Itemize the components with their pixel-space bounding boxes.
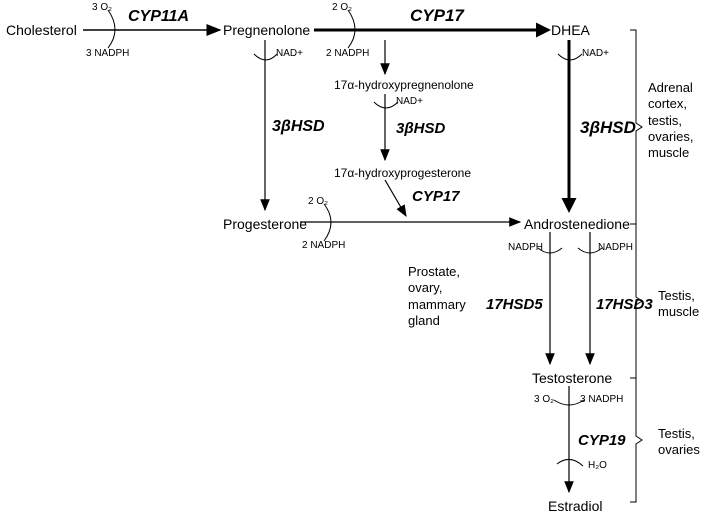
enzyme-cyp17-mid: CYP17 xyxy=(412,188,460,205)
node-estradiol: Estradiol xyxy=(548,498,602,514)
tissue-adrenal-group: Adrenalcortex,testis,ovaries,muscle xyxy=(648,80,694,161)
enzyme-cyp17-top: CYP17 xyxy=(410,6,464,26)
enzyme-3bhsd-mid: 3βHSD xyxy=(396,120,445,137)
curve-c10 xyxy=(557,459,583,466)
node-17a-oh-progesterone: 17α-hydroxyprogesterone xyxy=(334,166,471,180)
cof-2nadph-a: 2 NADPH xyxy=(326,48,369,59)
cof-nadph-r: NADPH xyxy=(598,242,633,253)
cof-3nadph-top: 3 NADPH xyxy=(86,48,129,59)
cof-h2o: H₂O xyxy=(588,460,607,471)
cof-nad-left: NAD+ xyxy=(276,48,303,59)
tissue-testis-muscle: Testis,muscle xyxy=(658,288,699,321)
curve-c4 xyxy=(374,102,398,108)
tissue-testis-ovaries: Testis,ovaries xyxy=(658,426,700,459)
cof-3o2-bot: 3 O₂ xyxy=(534,394,554,405)
node-androstenedione: Androstenedione xyxy=(524,216,630,232)
cof-2o2-a: 2 O₂ xyxy=(332,2,352,13)
curve-c1 xyxy=(108,10,115,48)
node-dhea: DHEA xyxy=(551,22,590,38)
node-17a-oh-pregnenolone: 17α-hydroxypregnenolone xyxy=(334,78,474,92)
cof-2nadph-b: 2 NADPH xyxy=(302,240,345,251)
cof-nadph-l: NADPH xyxy=(508,242,543,253)
bracket-b3 xyxy=(630,378,642,502)
enzyme-17hsd3: 17HSD3 xyxy=(596,296,653,313)
node-progesterone: Progesterone xyxy=(223,216,307,232)
cof-3nadph-bot: 3 NADPH xyxy=(580,394,623,405)
node-pregnenolone: Pregnenolone xyxy=(223,22,310,38)
cof-nad-right: NAD+ xyxy=(582,48,609,59)
tissue-prostate-group: Prostate,ovary,mammarygland xyxy=(408,264,466,329)
cof-3o2-top: 3 O₂ xyxy=(92,2,112,13)
node-cholesterol: Cholesterol xyxy=(6,22,77,38)
node-testosterone: Testosterone xyxy=(532,370,612,386)
cof-2o2-b: 2 O₂ xyxy=(308,196,328,207)
cof-nad-mid: NAD+ xyxy=(396,96,423,107)
enzyme-3bhsd-left: 3βHSD xyxy=(272,118,325,136)
enzyme-cyp11a: CYP11A xyxy=(128,8,189,26)
arrow-a11 xyxy=(385,180,406,216)
enzyme-cyp19: CYP19 xyxy=(578,432,626,449)
enzyme-3bhsd-right: 3βHSD xyxy=(580,118,636,138)
enzyme-17hsd5: 17HSD5 xyxy=(486,296,543,313)
